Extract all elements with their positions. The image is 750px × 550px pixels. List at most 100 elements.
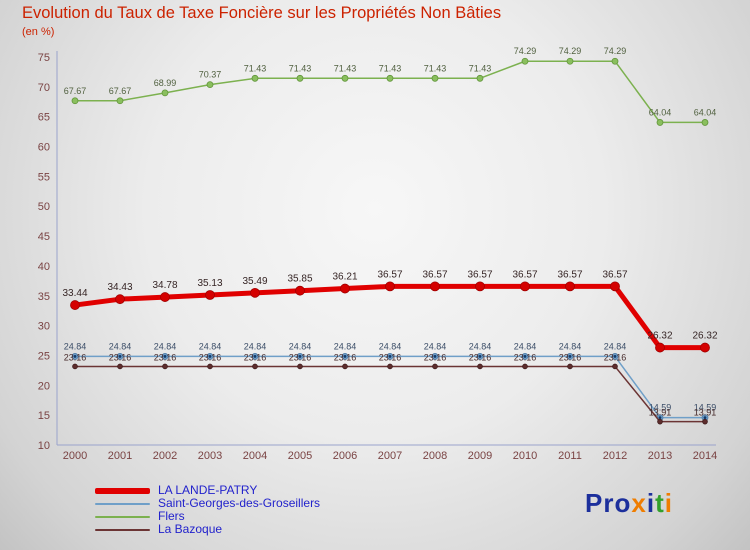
data-point — [116, 97, 124, 105]
data-point — [162, 363, 168, 370]
data-point — [612, 363, 618, 370]
data-point — [700, 342, 710, 353]
data-label: 24.84 — [514, 341, 537, 351]
data-label: 14.59 — [694, 403, 717, 413]
data-point — [566, 57, 574, 65]
data-label: 74.29 — [559, 46, 582, 56]
data-label: 24.84 — [109, 341, 132, 351]
logo-letter: o — [614, 488, 632, 518]
legend-item: LA LANDE-PATRY — [95, 484, 320, 497]
data-label: 35.49 — [242, 276, 267, 287]
legend-label: Saint-Georges-des-Groseillers — [158, 496, 321, 510]
data-label: 36.21 — [332, 272, 357, 283]
y-tick-label: 15 — [38, 410, 50, 422]
y-tick-label: 65 — [38, 112, 50, 124]
data-label: 23.16 — [469, 352, 492, 362]
data-label: 24.84 — [244, 341, 267, 351]
y-tick-label: 25 — [38, 350, 50, 362]
data-point-center — [163, 355, 167, 358]
x-tick-label: 2006 — [333, 450, 357, 462]
data-label: 23.16 — [379, 352, 402, 362]
y-tick-label: 45 — [38, 231, 50, 243]
y-tick-label: 20 — [38, 380, 50, 392]
y-tick-label: 10 — [38, 440, 50, 452]
data-point — [160, 292, 170, 302]
data-label: 24.84 — [559, 341, 582, 351]
y-tick-label: 40 — [38, 261, 50, 273]
data-point-center — [703, 416, 707, 420]
y-tick-label: 50 — [38, 201, 50, 213]
data-point-center — [613, 355, 617, 358]
data-label: 23.16 — [424, 352, 447, 362]
data-point-center — [388, 355, 392, 358]
data-label: 68.99 — [154, 78, 177, 88]
x-tick-label: 2010 — [513, 450, 537, 462]
data-label: 24.84 — [604, 341, 627, 351]
data-point — [565, 281, 575, 292]
data-label: 36.57 — [557, 269, 582, 280]
legend-swatch — [95, 528, 150, 531]
data-label: 24.84 — [154, 341, 177, 351]
proxiti-logo: Proxiti — [585, 488, 673, 519]
legend-item: Saint-Georges-des-Groseillers — [95, 497, 320, 510]
data-label: 71.43 — [334, 63, 357, 73]
x-tick-label: 2004 — [243, 450, 267, 462]
data-point-center — [433, 355, 437, 358]
data-point — [702, 418, 708, 425]
data-point — [655, 342, 665, 353]
data-point — [251, 74, 259, 82]
data-label: 74.29 — [604, 46, 627, 56]
x-tick-label: 2001 — [108, 450, 132, 462]
data-label: 23.16 — [109, 352, 132, 362]
data-point — [431, 74, 439, 82]
data-point-center — [343, 355, 347, 358]
y-tick-label: 60 — [38, 142, 50, 154]
data-point — [567, 363, 573, 370]
x-tick-label: 2005 — [288, 450, 312, 462]
data-point-center — [523, 355, 527, 358]
data-label: 23.16 — [334, 352, 357, 362]
series-line — [74, 365, 706, 423]
data-label: 35.13 — [197, 278, 222, 289]
data-point — [521, 57, 529, 65]
data-point — [476, 74, 484, 82]
chart-subtitle: (en %) — [22, 26, 55, 38]
logo-letter: P — [585, 488, 604, 518]
data-point — [610, 281, 620, 292]
data-point-center — [568, 355, 572, 358]
data-point-center — [658, 416, 662, 420]
legend-label: La Bazoque — [158, 522, 223, 536]
data-point — [701, 119, 709, 126]
data-point — [387, 363, 393, 370]
legend-item: La Bazoque — [95, 523, 320, 536]
data-point — [657, 418, 663, 425]
data-label: 24.84 — [334, 341, 357, 351]
x-tick-label: 2003 — [198, 450, 222, 462]
data-label: 26.32 — [647, 331, 672, 342]
data-point — [475, 281, 485, 292]
data-point — [72, 363, 78, 370]
data-point-center — [73, 355, 77, 358]
data-label: 24.84 — [199, 341, 222, 351]
data-point — [205, 290, 215, 300]
data-label: 70.37 — [199, 70, 222, 80]
data-point — [70, 300, 80, 310]
y-tick-label: 35 — [38, 291, 50, 303]
data-label: 74.29 — [514, 46, 537, 56]
data-point — [385, 281, 395, 292]
data-point — [386, 74, 394, 82]
logo-letter: t — [655, 488, 665, 518]
data-point — [206, 81, 214, 89]
data-label: 24.84 — [424, 341, 447, 351]
data-label: 36.57 — [422, 269, 447, 280]
data-point — [340, 283, 350, 294]
legend-swatch — [95, 487, 150, 494]
data-label: 33.44 — [62, 288, 87, 299]
legend-label: LA LANDE-PATRY — [158, 483, 258, 497]
data-point — [207, 363, 213, 370]
y-tick-label: 55 — [38, 171, 50, 183]
data-point — [341, 74, 349, 82]
data-point — [342, 363, 348, 370]
y-tick-label: 75 — [38, 52, 50, 64]
data-label: 14.59 — [649, 403, 672, 413]
